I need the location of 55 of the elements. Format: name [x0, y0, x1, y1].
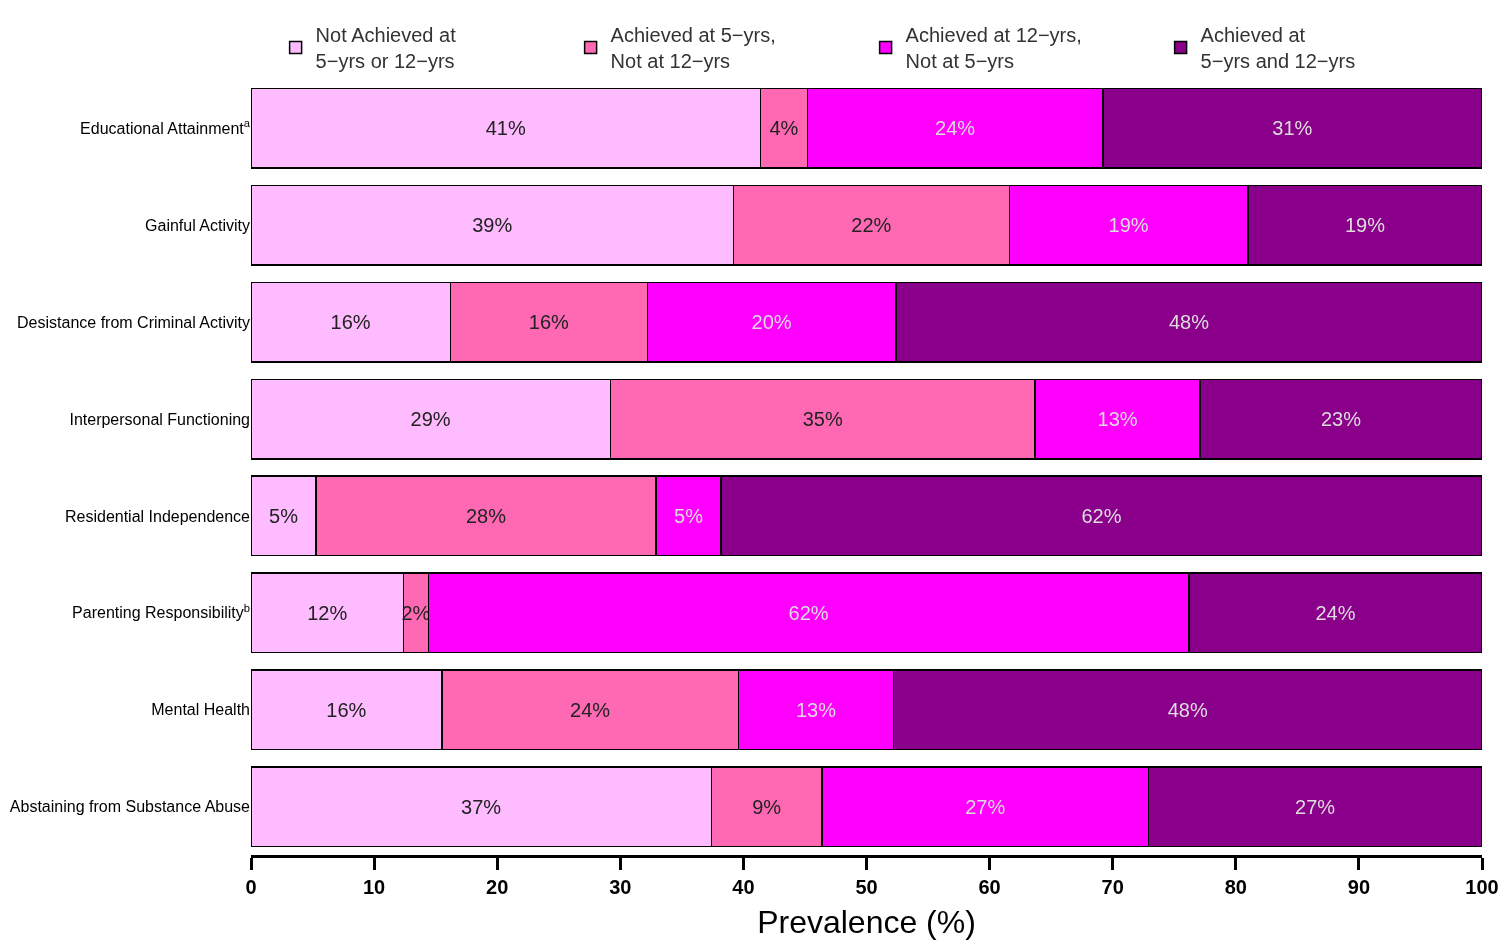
- data-label: 20%: [751, 311, 792, 334]
- x-tick-label: 50: [855, 876, 878, 898]
- data-label: 13%: [1097, 408, 1138, 431]
- data-label: 24%: [935, 117, 976, 140]
- x-tick-label: 80: [1224, 876, 1247, 898]
- legend-label: Achieved at 5−yrs and 12−yrs: [1200, 24, 1356, 73]
- data-label: 12%: [307, 601, 348, 624]
- y-tick-label: Interpersonal Functioning: [69, 410, 250, 428]
- data-label: 62%: [1081, 504, 1122, 527]
- x-tick-label: 90: [1347, 876, 1371, 898]
- x-tick-label: 40: [732, 876, 755, 898]
- data-label: 28%: [466, 504, 507, 527]
- y-tick-label: Residential Independence: [64, 507, 251, 525]
- y-tick-label: Desistance from Criminal Activity: [17, 313, 250, 331]
- data-label: 62%: [788, 601, 829, 624]
- x-axis-title: Prevalence (%): [757, 903, 976, 940]
- x-tick-label: 10: [362, 876, 386, 898]
- data-label: 16%: [326, 698, 367, 721]
- y-tick-label: Gainful Activity: [145, 216, 250, 234]
- data-label: 27%: [1295, 795, 1336, 818]
- legend-label: Not Achieved at 5−yrs or 12−yrs: [315, 24, 457, 73]
- data-label: 31%: [1272, 117, 1313, 140]
- y-tick-label: Mental Health: [151, 701, 250, 719]
- data-label: 19%: [1108, 214, 1149, 237]
- legend-label: Achieved at 5−yrs, Not at 12−yrs: [610, 24, 776, 73]
- data-label: 37%: [461, 795, 502, 818]
- x-tick-label: 20: [486, 876, 509, 898]
- data-label: 24%: [1315, 601, 1356, 624]
- data-label: 16%: [528, 311, 570, 334]
- data-label: 13%: [795, 698, 837, 721]
- y-tick-label: Educational Attainment$^{a}$: [80, 117, 251, 138]
- y-tick-label: Parenting Responsibility$^{b}$: [72, 601, 250, 622]
- data-label: 5%: [674, 504, 704, 527]
- x-tick-label: 30: [609, 876, 632, 898]
- data-label: 41%: [485, 117, 526, 140]
- data-label: 48%: [1168, 311, 1210, 334]
- data-label: 23%: [1320, 408, 1362, 431]
- x-tick-label: 70: [1101, 876, 1124, 898]
- data-label: 39%: [472, 214, 513, 237]
- x-tick-label: 60: [978, 876, 1001, 898]
- legend-label: Achieved at 12−yrs, Not at 5−yrs: [905, 24, 1082, 73]
- data-label: 16%: [330, 311, 371, 334]
- data-label: 22%: [851, 214, 892, 237]
- data-label: 48%: [1167, 698, 1208, 721]
- data-label: 5%: [269, 504, 299, 527]
- data-label: 4%: [769, 117, 799, 140]
- data-label: 24%: [570, 698, 611, 721]
- data-label: 9%: [752, 795, 782, 818]
- y-tick-label: Abstaining from Substance Abuse: [9, 798, 251, 816]
- data-label: 35%: [802, 408, 843, 431]
- data-label: 19%: [1344, 214, 1386, 237]
- x-tick-label: 100: [1465, 876, 1499, 898]
- data-label: 29%: [410, 408, 451, 431]
- data-label: 27%: [965, 795, 1006, 818]
- x-tick-label: 0: [245, 876, 257, 898]
